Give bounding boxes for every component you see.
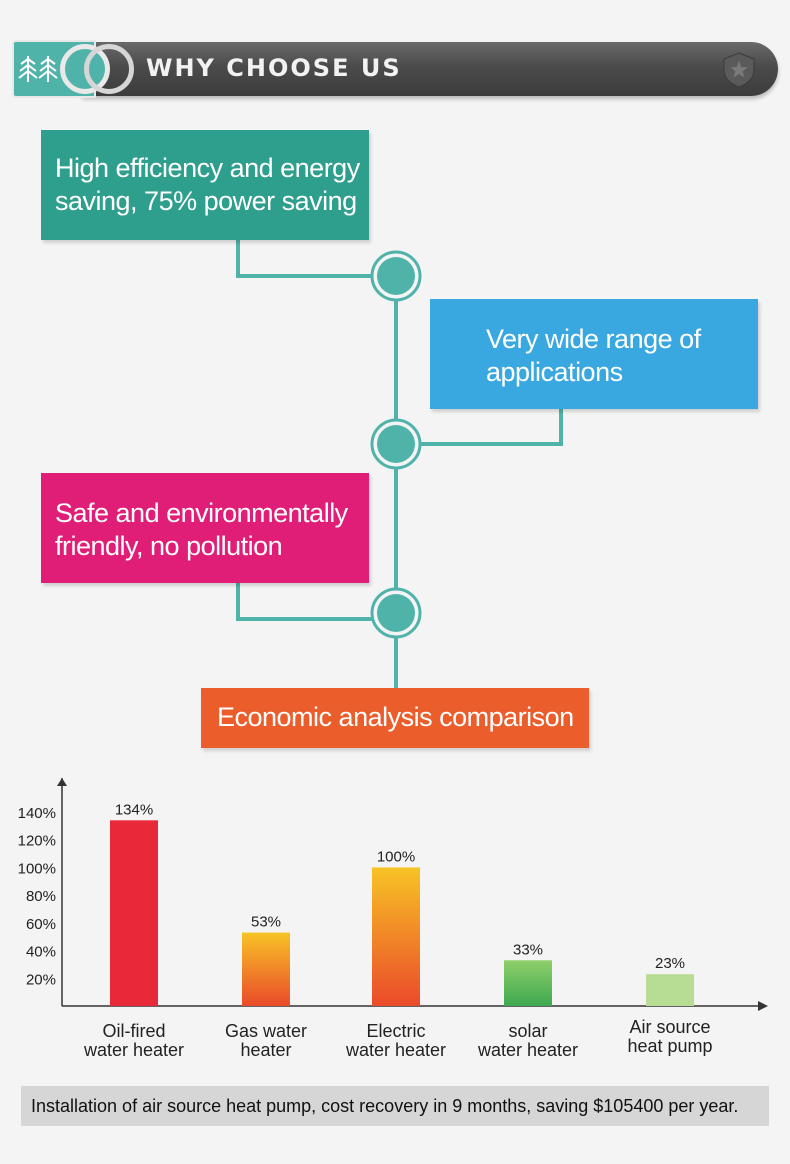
chart-bars — [110, 820, 694, 1006]
timeline-node — [370, 250, 422, 302]
feature-efficiency: High efficiency and energy saving, 75% p… — [41, 130, 369, 240]
x-category-label: water heater — [345, 1040, 446, 1060]
feature-applications: Very wide range of applications — [430, 299, 758, 409]
feature-safe: Safe and environmentally friendly, no po… — [41, 473, 369, 583]
bar-value-label: 134% — [115, 801, 153, 818]
section-header: WHY CHOOSE US — [12, 40, 780, 98]
header-bar — [82, 42, 778, 96]
bar-value-label: 23% — [655, 955, 685, 972]
y-axis-arrow-icon — [57, 778, 67, 786]
y-tick-label: 40% — [26, 944, 56, 961]
page-title: WHY CHOOSE US — [146, 54, 402, 82]
feature-safe-line1: Safe and environmentally — [55, 498, 348, 528]
chart-bar — [504, 960, 552, 1006]
feature-applications-line1: Very wide range of — [486, 324, 701, 354]
timeline-connector — [236, 240, 563, 688]
feature-applications-line2: applications — [486, 357, 623, 387]
timeline-node — [370, 587, 422, 639]
bar-value-label: 33% — [513, 941, 543, 958]
feature-safe-line2: friendly, no pollution — [55, 531, 283, 561]
economic-analysis-heading: Economic analysis comparison — [201, 688, 589, 748]
x-category-label: heater — [240, 1040, 291, 1060]
y-tick-label: 100% — [18, 860, 56, 877]
x-category-label: water heater — [83, 1040, 184, 1060]
feature-efficiency-line2: saving, 75% power saving — [55, 186, 357, 216]
y-tick-label: 80% — [26, 888, 56, 905]
x-category-label: solar — [508, 1021, 547, 1041]
x-category-label: Air source — [629, 1017, 710, 1037]
feature-efficiency-line1: High efficiency and energy — [55, 153, 360, 183]
y-tick-label: 20% — [26, 971, 56, 988]
chart-bar — [110, 820, 158, 1006]
cost-recovery-note: Installation of air source heat pump, co… — [21, 1086, 769, 1126]
cost-comparison-chart: 20% 40% 60% 80% 100% 120% 140% 134% 53% 100% 33% 2… — [18, 778, 768, 1060]
bar-value-label: 53% — [251, 914, 281, 931]
x-category-label: water heater — [477, 1040, 578, 1060]
chart-data-labels: 134% 53% 100% 33% 23% — [115, 801, 685, 972]
x-category-label: Gas water — [225, 1021, 307, 1041]
chart-bar — [372, 867, 420, 1006]
chart-bar — [646, 974, 694, 1006]
y-tick-label: 140% — [18, 805, 56, 822]
y-tick-label: 60% — [26, 916, 56, 933]
shield-star-icon — [723, 52, 755, 88]
timeline-node — [370, 418, 422, 470]
x-category-label: Oil-fired — [102, 1021, 165, 1041]
chart-bar — [242, 932, 290, 1006]
y-tick-label: 120% — [18, 833, 56, 850]
tree-icon — [18, 56, 58, 82]
x-category-label: Electric — [366, 1021, 425, 1041]
y-axis-ticks: 20% 40% 60% 80% 100% 120% 140% — [18, 805, 56, 988]
x-axis-arrow-icon — [758, 1001, 768, 1011]
bar-value-label: 100% — [377, 848, 415, 865]
ring-outline-icon — [84, 44, 134, 94]
x-category-label: heat pump — [627, 1036, 712, 1056]
